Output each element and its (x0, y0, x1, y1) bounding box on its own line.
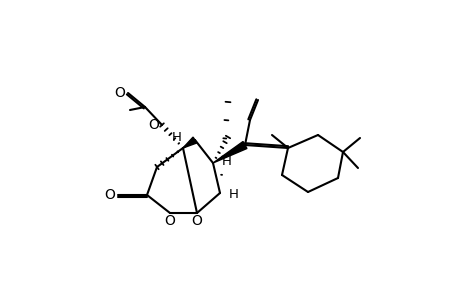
Text: O: O (164, 214, 175, 228)
Text: H: H (172, 130, 182, 143)
Polygon shape (213, 142, 246, 163)
Text: O: O (104, 188, 115, 202)
Text: O: O (148, 118, 159, 132)
Text: H: H (229, 188, 238, 202)
Polygon shape (183, 137, 196, 148)
Text: O: O (191, 214, 202, 228)
Text: H: H (222, 154, 231, 167)
Text: O: O (114, 86, 125, 100)
